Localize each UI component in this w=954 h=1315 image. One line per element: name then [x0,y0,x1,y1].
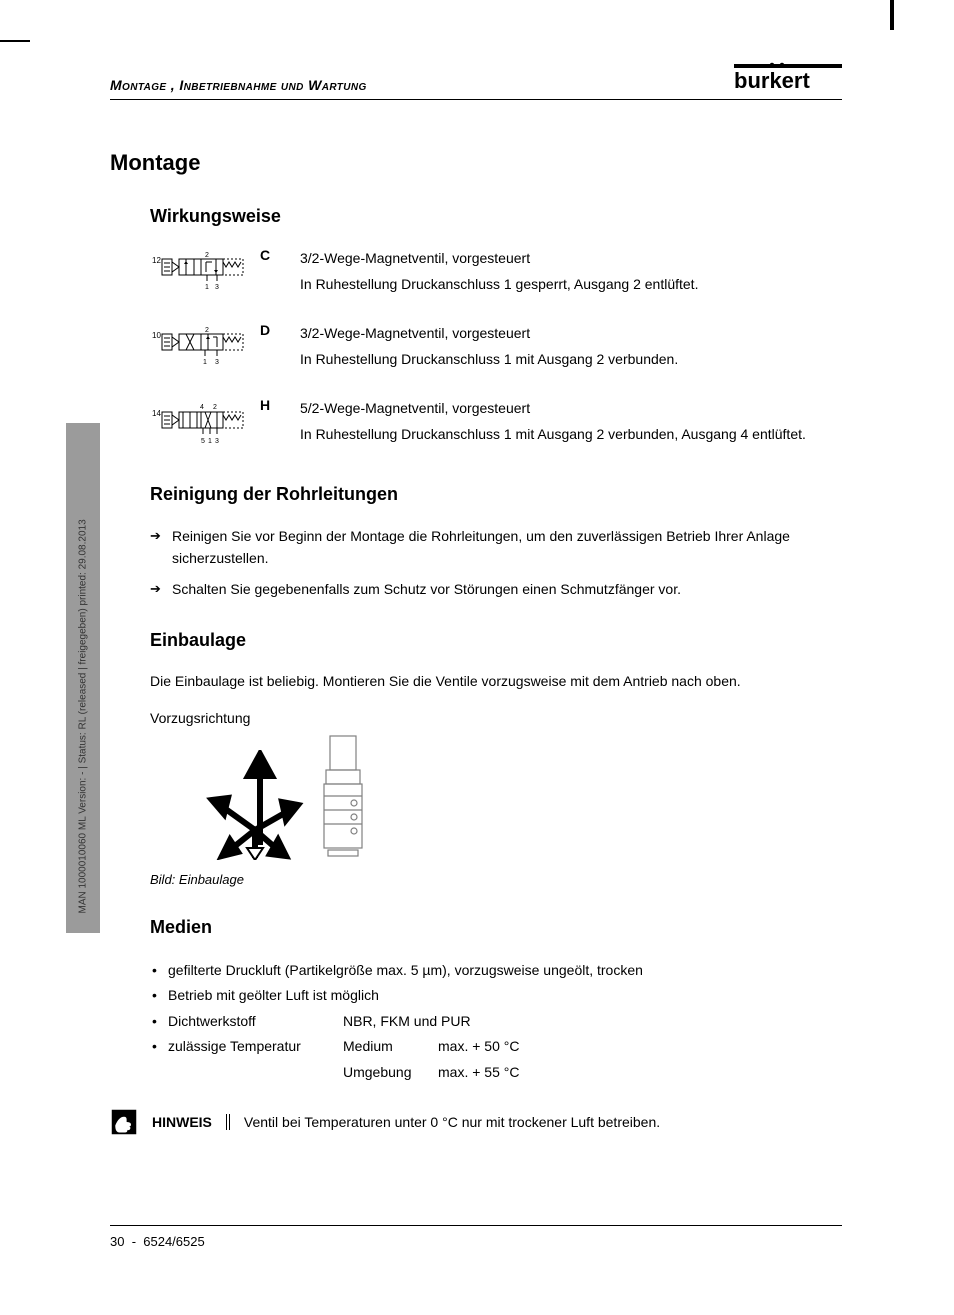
variant-row: 14 4 2 513 H 5/2-Wege-Magnetventil, vorge… [150,397,842,454]
svg-text:5: 5 [201,438,205,445]
svg-text:2: 2 [205,327,209,334]
valve-symbol-d: 10 2 1 3 [150,322,260,373]
hand-point-icon [110,1108,138,1136]
svg-text:3: 3 [215,359,219,366]
page-footer: 30 - 6524/6525 [110,1225,842,1249]
media-value: NBR, FKM und PUR [343,1009,471,1034]
einbaulage-text: Die Einbaulage ist beliebig. Montieren S… [150,671,842,692]
notice-text: Ventil bei Temperaturen unter 0 °C nur m… [244,1114,660,1130]
doc-number: 6524/6525 [143,1234,204,1249]
list-item: gefilterte Druckluft (Partikelgröße max.… [150,958,842,983]
svg-text:1: 1 [203,359,207,366]
list-item: Schalten Sie gegebenenfalls zum Schutz v… [150,578,842,600]
variant-desc: In Ruhestellung Druckanschluss 1 gesperr… [300,273,698,295]
media-value: max. + 55 °C [438,1059,519,1086]
h2-medien: Medien [150,917,842,938]
media-label [168,1059,343,1086]
arrows-icon [200,750,310,860]
orientation-figure: Vorzugsrichtung [150,710,842,887]
valve-symbol-h: 14 4 2 513 [150,397,260,454]
svg-text:1: 1 [208,438,212,445]
svg-text:12: 12 [152,256,161,265]
variant-text: 3/2-Wege-Magnetventil, vorgesteuert In R… [300,247,698,296]
svg-text:4: 4 [200,404,204,411]
variant-code: C [260,247,300,263]
side-tab: MAN 1000010060 ML Version: - | Status: R… [66,423,100,933]
variant-code: D [260,322,300,338]
side-version-text: MAN 1000010060 ML Version: - | Status: R… [78,412,89,922]
variant-title: 5/2-Wege-Magnetventil, vorgesteuert [300,397,806,419]
variant-desc: In Ruhestellung Druckanschluss 1 mit Aus… [300,348,678,370]
variant-code: H [260,397,300,413]
svg-text:10: 10 [152,331,161,340]
medien-bullets: gefilterte Druckluft (Partikelgröße max.… [150,958,842,1059]
media-extra-row: Umgebung max. + 55 °C [168,1059,842,1086]
variant-row: 12 2 13 [150,247,842,298]
footer-sep: - [128,1234,143,1249]
list-item: Dichtwerkstoff NBR, FKM und PUR [150,1009,842,1034]
svg-text:14: 14 [152,409,161,418]
page-header: Montage , Inbetriebnahme und Wartung bur… [110,60,842,100]
list-item: zulässige Temperatur Medium max. + 50 °C [150,1034,842,1059]
svg-text:1: 1 [205,284,209,291]
crop-mark-left [0,40,30,42]
h1-montage: Montage [110,150,842,176]
svg-text:3: 3 [215,284,219,291]
h2-reinigung: Reinigung der Rohrleitungen [150,484,842,505]
valve-drawing [316,730,376,860]
figure-caption: Bild: Einbaulage [150,872,842,887]
header-section-title: Montage , Inbetriebnahme und Wartung [110,77,367,99]
svg-text:3: 3 [215,438,219,445]
notice-block: HINWEIS Ventil bei Temperaturen unter 0 … [110,1108,842,1136]
variant-title: 3/2-Wege-Magnetventil, vorgesteuert [300,322,678,344]
variant-text: 3/2-Wege-Magnetventil, vorgesteuert In R… [300,322,678,371]
orientation-label: Vorzugsrichtung [150,710,842,726]
svg-text:2: 2 [205,252,209,259]
media-value: max. + 50 °C [438,1034,519,1059]
list-item: Betrieb mit geölter Luft ist möglich [150,983,842,1008]
variant-text: 5/2-Wege-Magnetventil, vorgesteuert In R… [300,397,806,446]
h2-wirkungsweise: Wirkungsweise [150,206,842,227]
valve-symbol-c: 12 2 13 [150,247,260,298]
svg-text:burkert: burkert [734,68,810,92]
media-label: Dichtwerkstoff [168,1009,343,1034]
variant-row: 10 2 13 D 3/2-Wege-Magnetventil, vorgest [150,322,842,373]
variant-desc: In Ruhestellung Druckanschluss 1 mit Aus… [300,423,806,445]
h2-einbaulage: Einbaulage [150,630,842,651]
variant-title: 3/2-Wege-Magnetventil, vorgesteuert [300,247,698,269]
brand-logo: burkert [734,62,842,99]
svg-text:2: 2 [213,404,217,411]
page-content: Montage Wirkungsweise 12 [110,130,842,1136]
media-col: Medium [343,1034,438,1059]
crop-mark-top [890,0,894,30]
page-number: 30 [110,1234,124,1249]
media-label: zulässige Temperatur [168,1034,343,1059]
reinigung-list: Reinigen Sie vor Beginn der Montage die … [150,525,842,600]
list-item: Reinigen Sie vor Beginn der Montage die … [150,525,842,570]
media-col: Umgebung [343,1059,438,1086]
notice-label: HINWEIS [152,1114,230,1130]
